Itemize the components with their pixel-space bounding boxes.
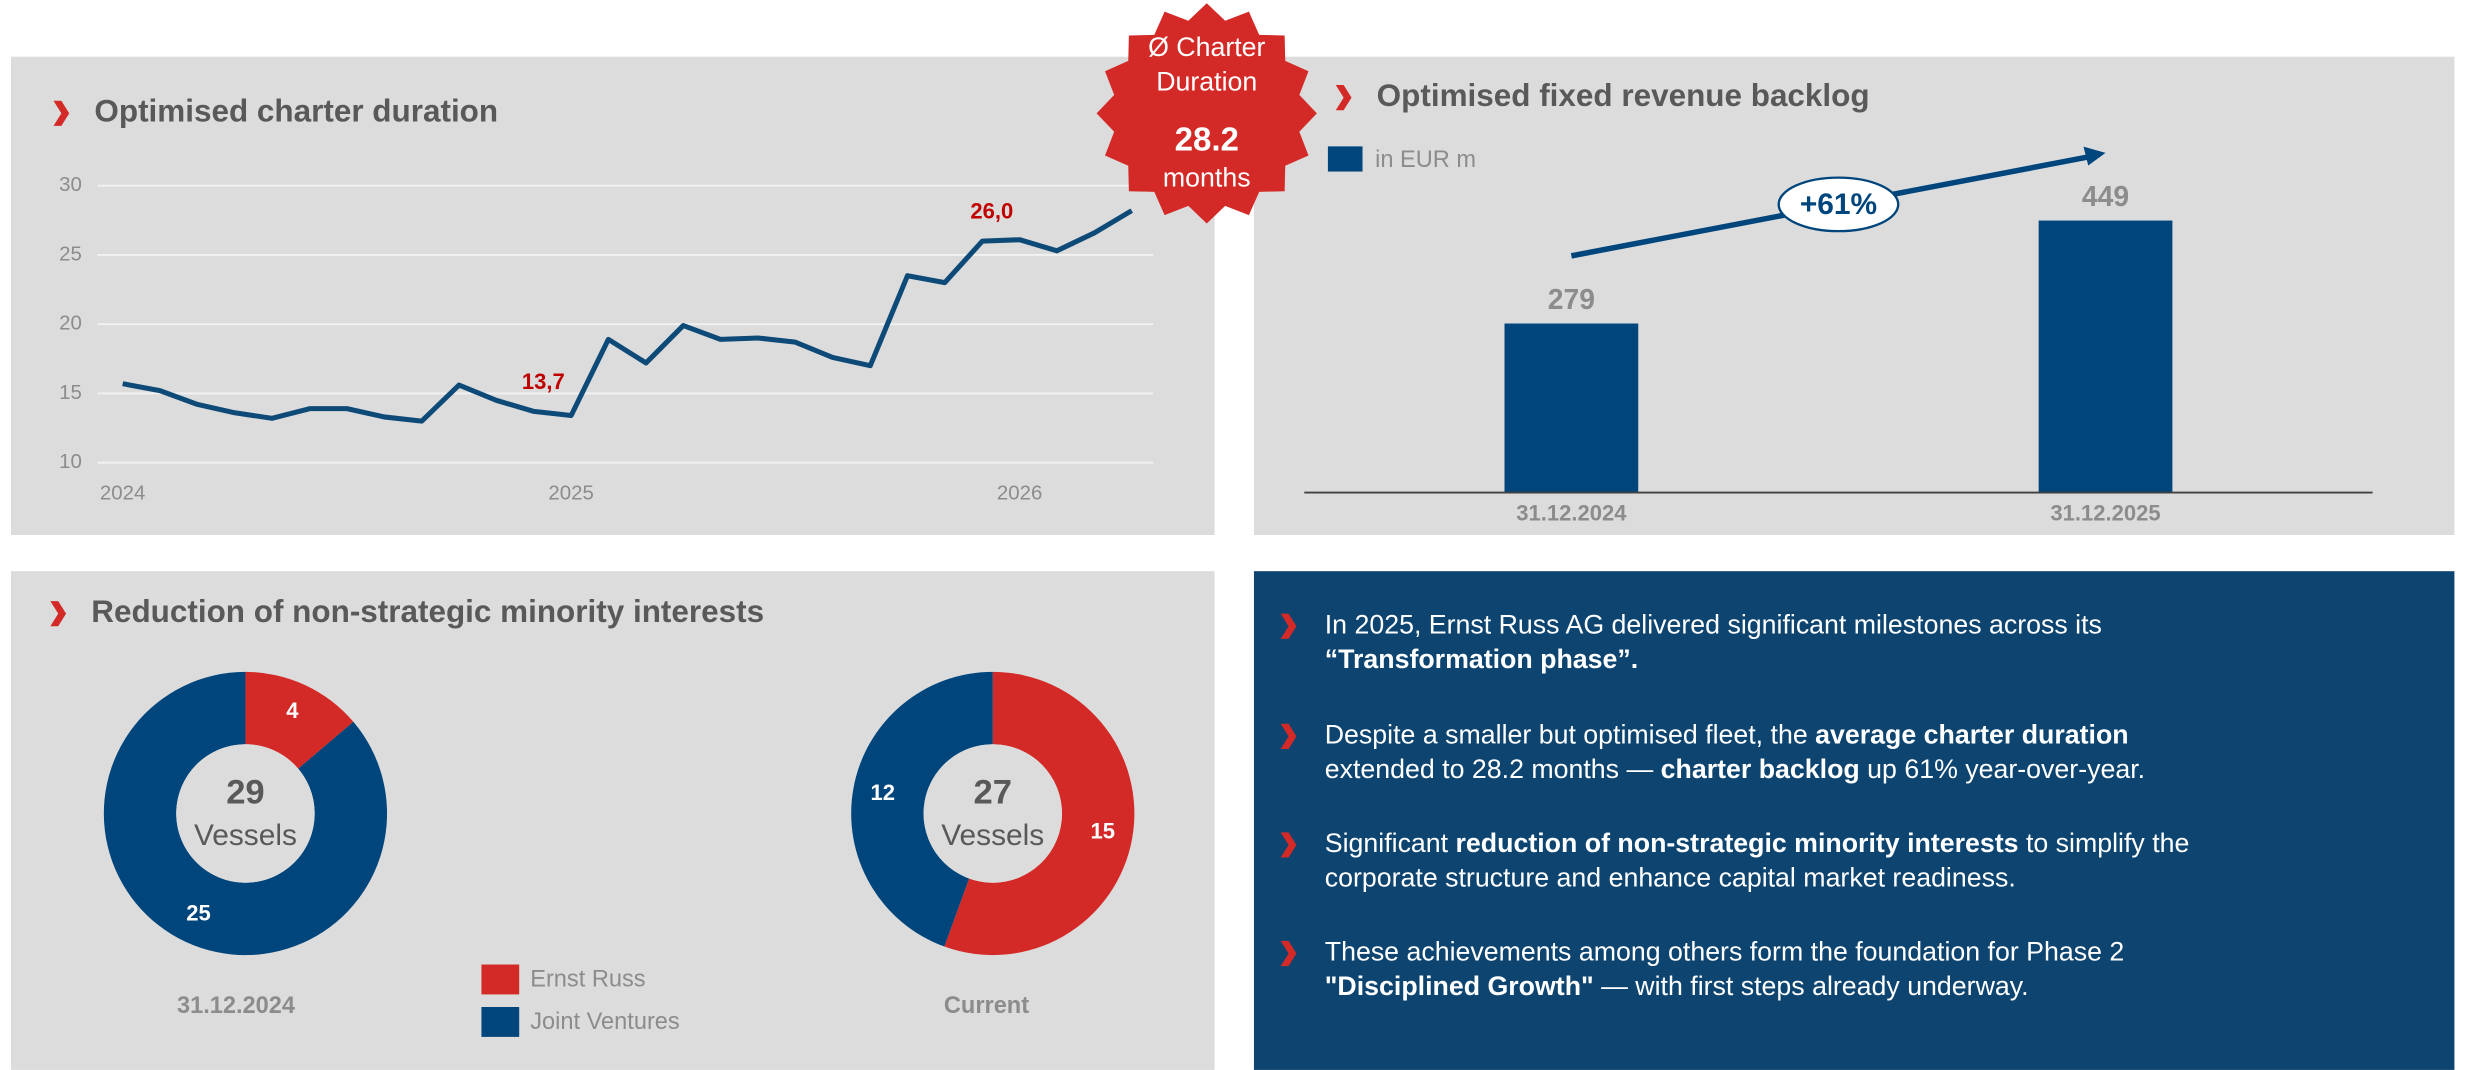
data-label: 15: [1091, 819, 1116, 844]
center-label: Vessels: [941, 819, 1044, 852]
donut-slice: [851, 671, 993, 947]
text-run: charter backlog: [1661, 754, 1860, 784]
x-tick-label: 31.12.2025: [2050, 500, 2160, 525]
bullet-chevron: [1335, 85, 1352, 111]
y-tick-label: 15: [59, 381, 82, 404]
line-series: [122, 208, 1134, 424]
x-tick-label: 2025: [548, 481, 593, 504]
panel-title: Reduction of non-strategic minority inte…: [91, 594, 764, 629]
legend-swatch: [1327, 146, 1363, 172]
y-tick-label: 10: [59, 450, 82, 473]
center-value: 27: [974, 774, 1013, 812]
badge-star: [1096, 3, 1317, 224]
bullet-text: “Transformation phase”.: [1325, 644, 1638, 674]
data-label: 26,0: [970, 199, 1013, 224]
panel: [1253, 571, 2455, 1070]
y-tick-label: 25: [59, 242, 82, 265]
bullet-text: In 2025, Ernst Russ AG delivered signifi…: [1325, 609, 2102, 639]
text-run: In 2025, Ernst Russ AG delivered signifi…: [1325, 609, 2102, 639]
text-run: extended to 28.2 months —: [1325, 754, 1661, 784]
bullet-text: extended to 28.2 months — charter backlo…: [1325, 754, 2145, 784]
panel: [11, 56, 1215, 536]
y-tick-label: 20: [59, 312, 82, 335]
badge-text: Ø Charter: [1148, 32, 1265, 62]
text-run: reduction of non-strategic minority inte…: [1456, 828, 2019, 858]
legend-swatch: [481, 964, 520, 995]
bullet-chevron: [50, 601, 67, 627]
donut-slice: [245, 671, 354, 769]
center-label: Vessels: [194, 819, 297, 852]
panel: [1253, 56, 2455, 536]
bullet-text: corporate structure and enhance capital …: [1325, 863, 2016, 893]
bullet-text: These achievements among others form the…: [1325, 937, 2125, 967]
x-tick-label: 2024: [100, 481, 145, 504]
panel-title: Optimised charter duration: [94, 94, 498, 129]
data-label: 13,7: [522, 369, 565, 394]
text-run: up 61% year-over-year.: [1860, 754, 2145, 784]
legend-label: Ernst Russ: [530, 966, 645, 992]
annotation-bubble: [1777, 176, 1900, 233]
donut-slice: [944, 671, 1135, 956]
badge-value: 28.2: [1175, 121, 1239, 158]
pie-label: Current: [944, 993, 1029, 1019]
bar: [1504, 323, 1639, 493]
text-run: "Disciplined Growth": [1325, 971, 1594, 1001]
data-label: 279: [1548, 284, 1595, 316]
data-label: 4: [286, 698, 299, 723]
annotation: +61%: [1800, 188, 1877, 221]
text-run: “Transformation phase”.: [1325, 644, 1638, 674]
legend-swatch: [481, 1007, 520, 1037]
text-run: corporate structure and enhance capital …: [1325, 863, 2016, 893]
text-run: Despite a smaller but optimised fleet, t…: [1325, 719, 1815, 749]
donut-slice: [103, 671, 388, 956]
data-label: 25: [186, 901, 210, 926]
panel-title: Optimised fixed revenue backlog: [1377, 78, 1870, 113]
data-label: 449: [2082, 181, 2129, 213]
donut-hole: [176, 744, 315, 883]
donut-hole: [923, 744, 1063, 883]
bullet-chevron: [53, 100, 70, 126]
text-run: to simplify the: [2019, 828, 2190, 858]
pie-label: 31.12.2024: [177, 993, 295, 1019]
bar: [2038, 220, 2173, 493]
text-run: average charter duration: [1815, 719, 2129, 749]
data-label: 12: [871, 780, 896, 805]
x-tick-label: 2026: [997, 481, 1042, 504]
text-run: — with first steps already underway.: [1594, 971, 2029, 1001]
badge-text: Duration: [1156, 67, 1257, 97]
badge-unit: months: [1163, 162, 1251, 192]
text-run: Significant: [1325, 828, 1456, 858]
bullet-text: Despite a smaller but optimised fleet, t…: [1325, 719, 2129, 749]
y-tick-label: 30: [59, 173, 82, 196]
center-value: 29: [226, 774, 265, 812]
x-tick-label: 31.12.2024: [1516, 500, 1627, 525]
bullet-text: "Disciplined Growth" — with first steps …: [1325, 971, 2029, 1001]
text-run: These achievements among others form the…: [1325, 937, 2125, 967]
bullet-text: Significant reduction of non-strategic m…: [1325, 828, 2190, 858]
legend-label: in EUR m: [1375, 147, 1476, 173]
legend-label: Joint Ventures: [530, 1009, 680, 1035]
